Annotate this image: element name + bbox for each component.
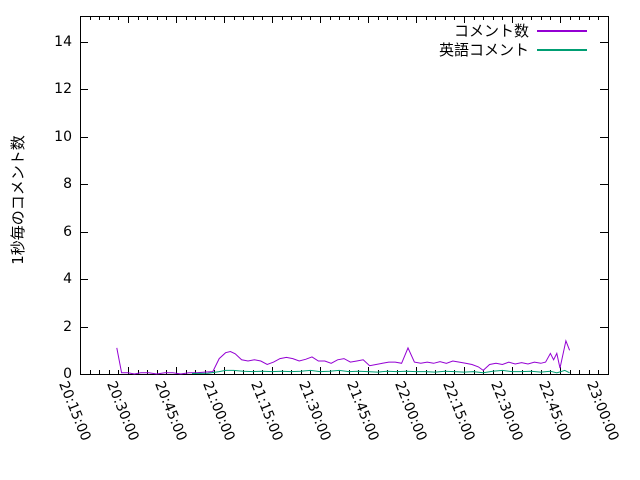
legend-label-comments: コメント数 <box>453 22 529 40</box>
y-axis-tick-label: 14 <box>54 34 72 51</box>
y-axis-tick-label: 8 <box>63 176 72 193</box>
y-axis-tick-label: 10 <box>54 128 72 145</box>
legend-line-sample-comments <box>537 29 587 32</box>
y-axis-tick-label: 6 <box>63 223 72 240</box>
legend-line-sample-english-comments <box>537 48 587 51</box>
y-axis-tick-label: 2 <box>63 318 72 335</box>
legend-entry-english-comments: 英語コメント <box>0 40 587 59</box>
y-axis-tick-label: 12 <box>54 81 72 98</box>
legend-entry-comments: コメント数 <box>0 21 587 40</box>
y-axis-tick-label: 0 <box>63 366 72 382</box>
y-axis-tick-label: 4 <box>63 271 72 288</box>
series-line <box>191 369 570 374</box>
legend: コメント数 英語コメント <box>0 21 587 59</box>
series-line <box>116 339 571 375</box>
legend-label-english-comments: 英語コメント <box>438 41 529 59</box>
